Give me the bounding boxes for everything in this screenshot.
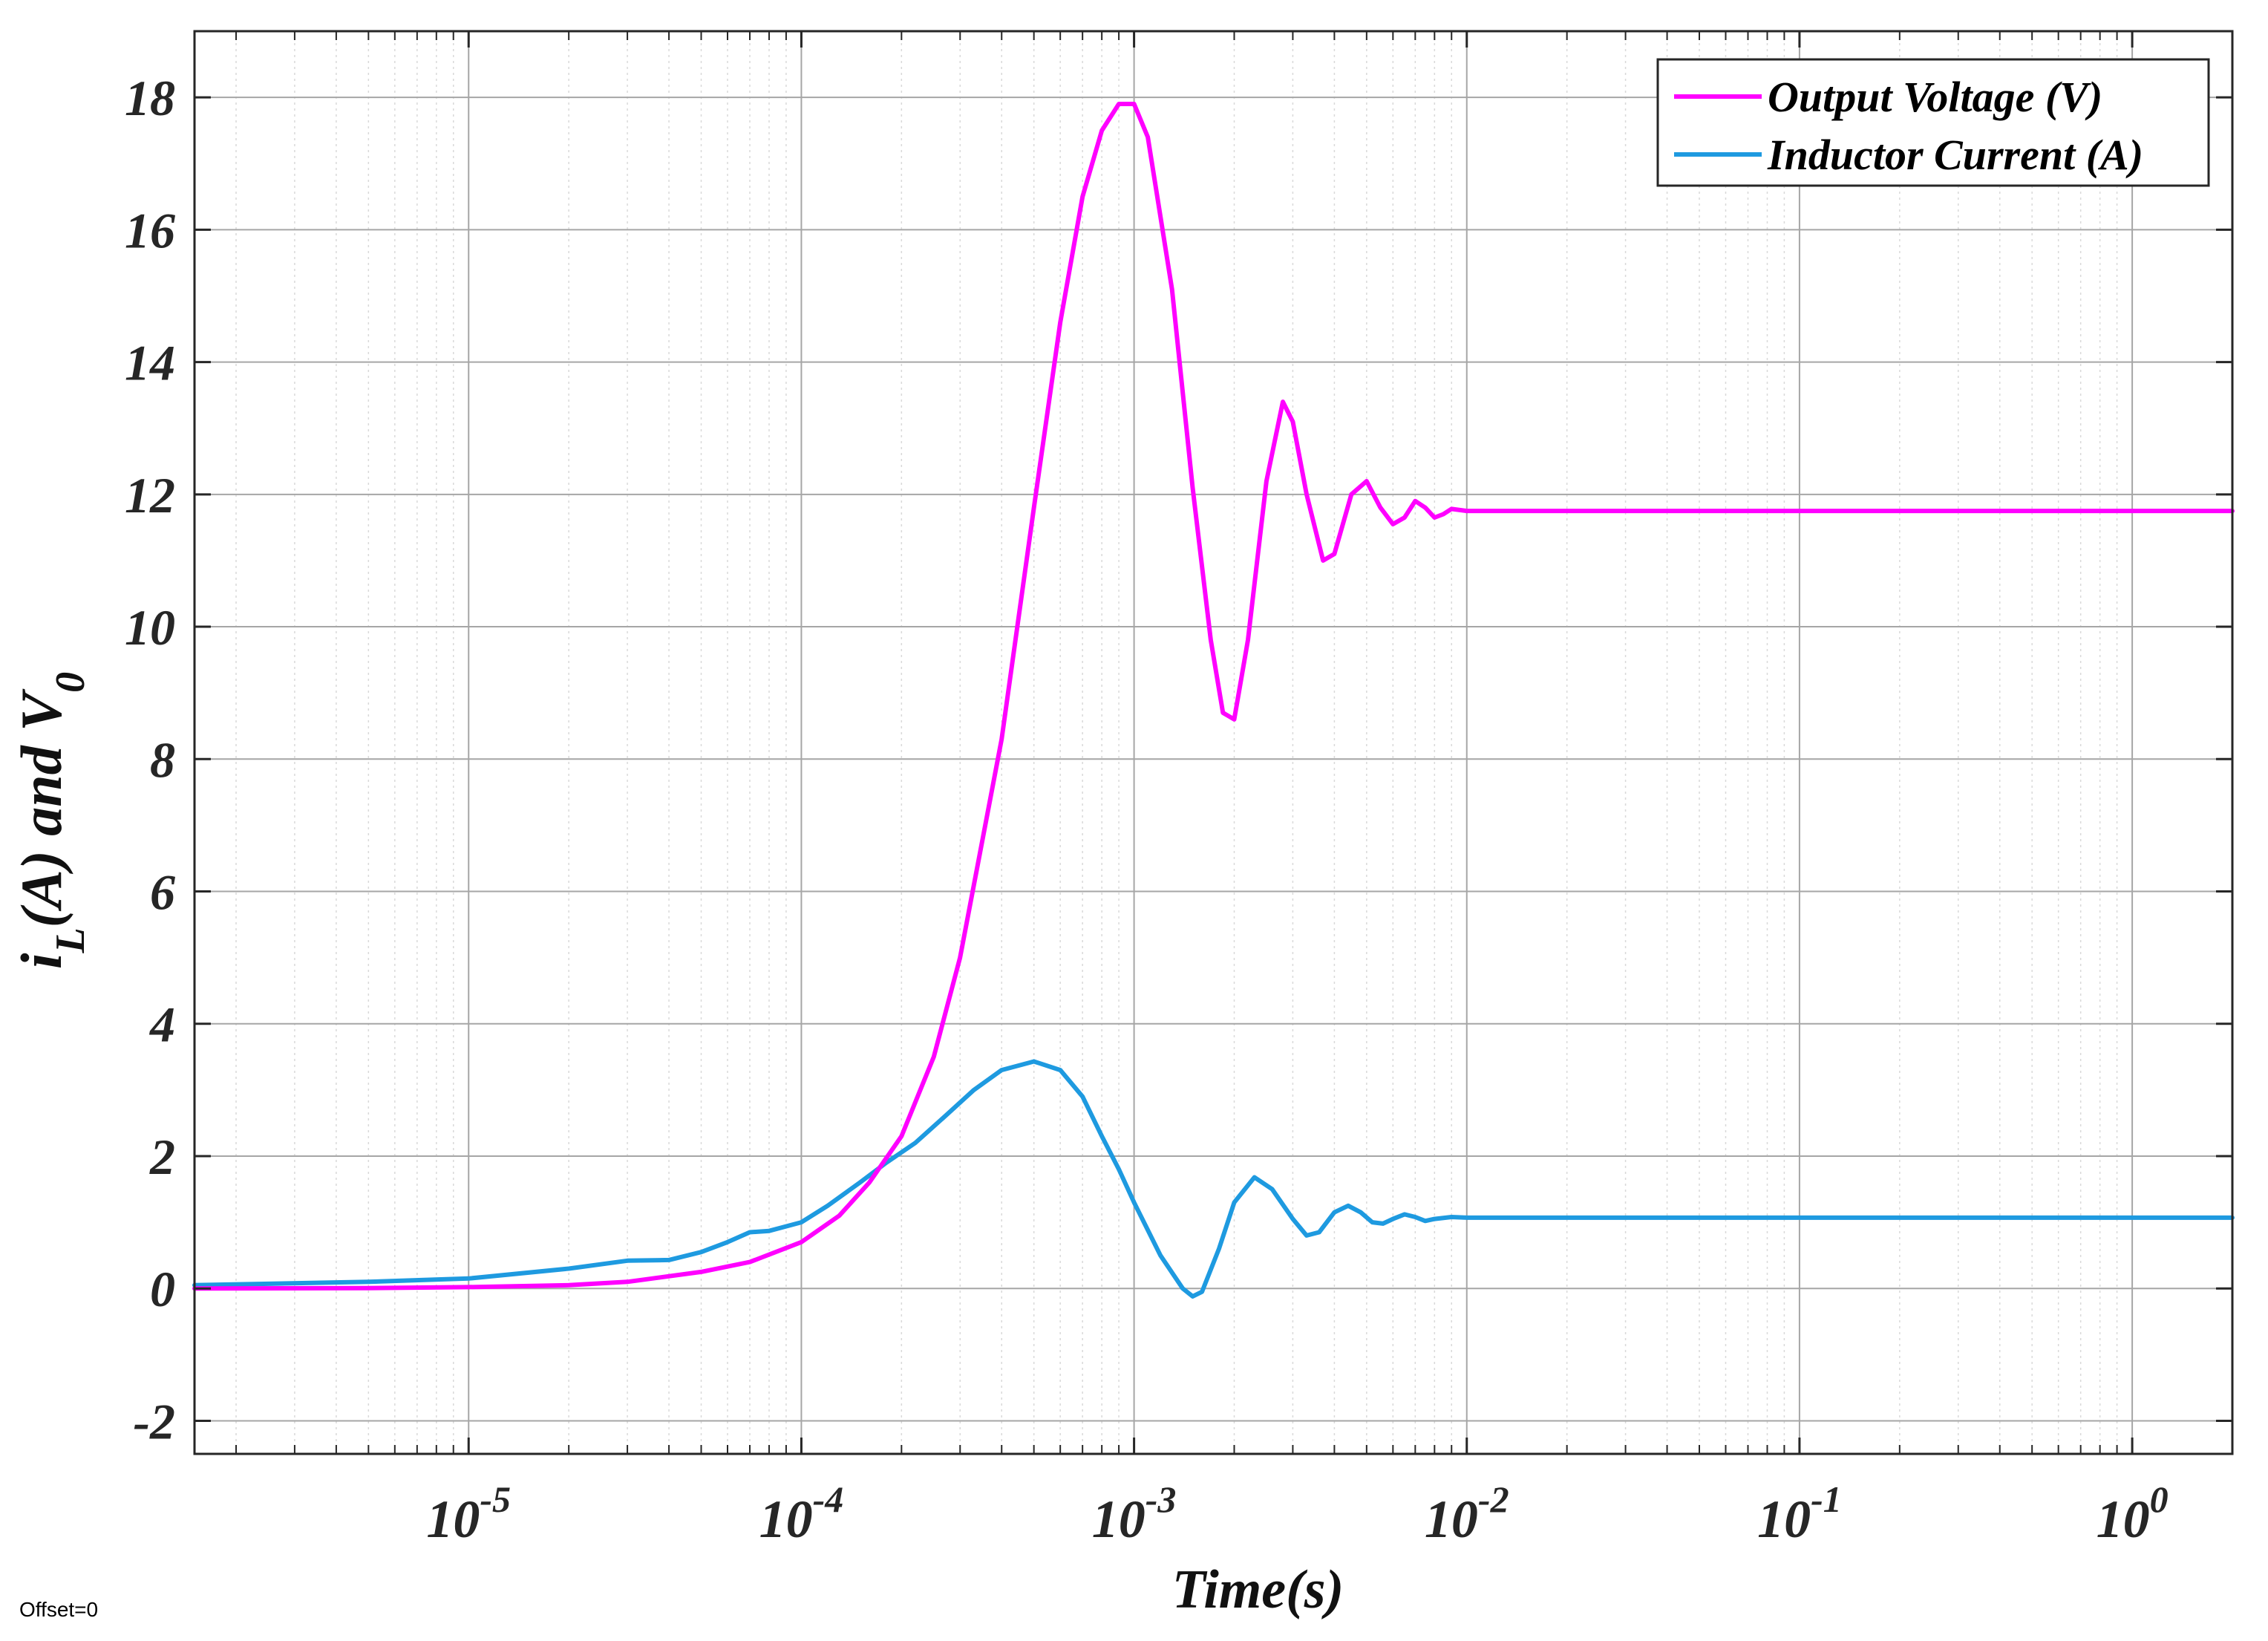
x-tick-base: 10 [1425, 1490, 1478, 1549]
y-tick-label: 10 [125, 599, 175, 656]
x-tick-label: 10-2 [1425, 1478, 1509, 1549]
x-tick-label: 10-1 [1757, 1478, 1842, 1549]
x-tick-base: 10 [1092, 1490, 1146, 1549]
x-tick-exponent: -3 [1146, 1478, 1177, 1520]
y-axis-title: iL(A) and V0 [9, 672, 94, 969]
y-tick-label: -2 [133, 1393, 175, 1449]
y-tick-label: 6 [150, 864, 175, 921]
series-layer [192, 102, 2235, 1299]
y-tick-label: 16 [125, 202, 175, 258]
axes-frame [193, 30, 2234, 1455]
legend-box [1656, 58, 2210, 187]
y-tick-label: 4 [148, 996, 175, 1053]
offset-label: Offset=0 [19, 1598, 98, 1621]
x-tick-exponent: 0 [2150, 1478, 2169, 1520]
x-tick-base: 10 [1757, 1490, 1811, 1549]
x-tick-base: 10 [759, 1490, 813, 1549]
x-tick-exponent: -5 [480, 1478, 511, 1520]
y-tick-label: 14 [125, 335, 175, 391]
legend-label: Output Voltage (V) [1768, 73, 2102, 121]
tick-marks [195, 31, 2233, 1454]
y-tick-labels: -2 0 2 4 6 8 10 12 14 16 18 [125, 70, 175, 1449]
x-tick-labels: 10-5 10-4 10-3 10-2 10-1 100 [426, 1478, 2168, 1549]
y-tick-label: 0 [150, 1261, 175, 1317]
x-tick-exponent: -2 [1478, 1478, 1509, 1520]
series-line-output-voltage [192, 102, 2235, 1291]
y-tick-label: 2 [149, 1129, 175, 1185]
x-tick-label: 10-3 [1092, 1478, 1177, 1549]
series-line-inductor-current [192, 1059, 2235, 1299]
x-tick-exponent: -1 [1811, 1478, 1842, 1520]
y-title-sub-l: L [48, 927, 94, 953]
plot-area [195, 31, 2232, 1454]
y-title-mid: (A) and V [9, 688, 73, 927]
x-tick-label: 10-5 [426, 1478, 511, 1549]
y-title-sub-0: 0 [48, 672, 94, 693]
x-tick-base: 10 [426, 1490, 480, 1549]
x-tick-label: 100 [2097, 1478, 2169, 1549]
x-axis-title: Time(s) [1172, 1559, 1344, 1620]
legend: Output Voltage (V) Inductor Current (A) [1656, 58, 2210, 187]
major-gridlines [195, 31, 2232, 1454]
x-tick-base: 10 [2097, 1490, 2150, 1549]
x-tick-exponent: -4 [813, 1478, 844, 1520]
y-tick-label: 8 [150, 731, 175, 788]
legend-label: Inductor Current (A) [1767, 131, 2143, 179]
y-tick-label: 12 [125, 467, 175, 523]
x-tick-label: 10-4 [759, 1478, 844, 1549]
y-title-i: i [9, 953, 73, 969]
y-tick-label: 18 [125, 70, 175, 126]
